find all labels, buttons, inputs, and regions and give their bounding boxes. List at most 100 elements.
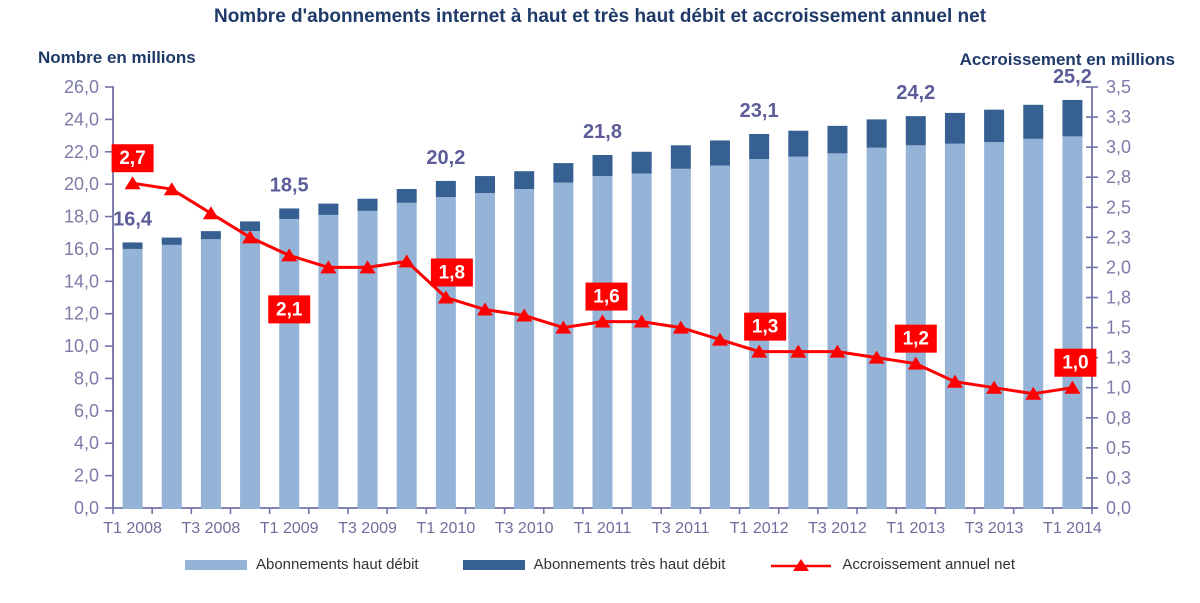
right-axis-title: Accroissement en millions — [959, 50, 1175, 69]
left-axis-tick-label: 4,0 — [74, 433, 99, 453]
right-axis-tick-label: 3,3 — [1106, 107, 1131, 127]
x-axis-tick-label: T3 2011 — [652, 520, 710, 537]
accroissement-marker — [751, 344, 768, 358]
x-axis-tick-label: T1 2010 — [417, 520, 476, 537]
bar-abonnements-tres-haut-debit — [670, 145, 691, 169]
legend-swatch-haut-debit — [184, 559, 247, 570]
bar-abonnements-haut-debit — [396, 202, 417, 509]
left-axis-tick-label: 0,0 — [74, 498, 99, 518]
bar-abonnements-haut-debit — [318, 214, 339, 509]
bar-abonnements-tres-haut-debit — [592, 155, 613, 177]
accroissement-marker — [829, 344, 846, 358]
line-value-label: 1,2 — [903, 329, 929, 350]
bar-abonnements-tres-haut-debit — [944, 112, 965, 144]
line-value-label-box — [1054, 348, 1097, 377]
legend-item-accroissement: Accroissement annuel net — [769, 556, 1015, 573]
chart-title: Nombre d'abonnements internet à haut et … — [213, 6, 987, 27]
accroissement-marker — [516, 308, 533, 322]
bar-abonnements-tres-haut-debit — [396, 189, 417, 203]
bar-abonnements-haut-debit — [1023, 138, 1044, 510]
x-axis-tick-label: T3 2013 — [965, 520, 1024, 537]
bar-abonnements-haut-debit — [592, 176, 613, 510]
bar-total-label: 20,2 — [426, 147, 465, 169]
legend-swatch-tres-haut-debit — [462, 559, 525, 570]
x-axis-tick-label: T1 2009 — [260, 520, 319, 537]
line-value-label: 1,8 — [439, 263, 465, 284]
left-axis-title: Nombre en millions — [38, 48, 196, 67]
bar-abonnements-tres-haut-debit — [1062, 99, 1083, 137]
left-axis-tick-label: 22,0 — [64, 142, 99, 162]
line-value-label-box — [430, 258, 473, 287]
legend-label-accroissement: Accroissement annuel net — [842, 556, 1016, 573]
bar-abonnements-tres-haut-debit — [475, 176, 496, 194]
x-axis-tick-label: T1 2011 — [574, 520, 632, 537]
bar-total-label: 24,2 — [896, 82, 935, 104]
bar-abonnements-haut-debit — [514, 189, 535, 509]
bar-abonnements-haut-debit — [161, 244, 182, 509]
bar-abonnements-haut-debit — [553, 182, 574, 510]
line-value-label: 1,6 — [593, 287, 619, 308]
bar-abonnements-haut-debit — [240, 231, 261, 509]
bar-abonnements-tres-haut-debit — [240, 221, 261, 232]
accroissement-marker — [1064, 380, 1081, 394]
accroissement-marker — [437, 290, 454, 304]
left-axis-tick-label: 12,0 — [64, 304, 99, 324]
line-value-label-box — [111, 144, 154, 173]
accroissement-marker — [907, 356, 924, 370]
x-axis-tick-label: T1 2013 — [886, 520, 945, 537]
x-axis-tick-label: T1 2012 — [730, 520, 789, 537]
line-value-label: 2,7 — [119, 148, 145, 169]
accroissement-marker — [124, 176, 141, 190]
left-axis-tick-label: 14,0 — [64, 271, 99, 291]
x-axis-tick-label: T3 2012 — [808, 520, 867, 537]
bar-abonnements-tres-haut-debit — [122, 242, 143, 249]
x-axis-tick-label: T3 2009 — [338, 520, 397, 537]
bar-abonnements-tres-haut-debit — [905, 116, 926, 146]
bar-abonnements-haut-debit — [944, 143, 965, 509]
line-value-label-box — [268, 295, 311, 324]
legend-line-marker-icon — [771, 558, 832, 571]
legend-item-tres-haut-debit: Abonnements très haut débit — [462, 556, 726, 573]
accroissement-marker — [986, 380, 1003, 394]
bar-abonnements-haut-debit — [984, 142, 1005, 510]
bar-total-label: 21,8 — [583, 121, 622, 143]
bar-abonnements-tres-haut-debit — [279, 208, 300, 219]
bar-abonnements-tres-haut-debit — [161, 237, 182, 245]
accroissement-marker — [672, 320, 689, 334]
legend-label-tres-haut-debit: Abonnements très haut débit — [533, 556, 726, 573]
left-axis-tick-label: 6,0 — [74, 401, 99, 421]
bar-abonnements-haut-debit — [631, 173, 652, 509]
left-axis-tick-label: 26,0 — [64, 77, 99, 97]
right-axis-tick-label: 0,5 — [1106, 438, 1131, 458]
x-axis-tick-label: T1 2008 — [103, 520, 162, 537]
bar-abonnements-haut-debit — [827, 153, 848, 509]
bar-abonnements-tres-haut-debit — [984, 109, 1005, 143]
accroissement-marker — [790, 344, 807, 358]
x-axis-tick-label: T3 2010 — [495, 520, 554, 537]
accroissement-marker — [946, 374, 963, 388]
bar-abonnements-haut-debit — [122, 248, 143, 509]
accroissement-marker — [555, 320, 572, 334]
right-axis-tick-label: 0,3 — [1106, 468, 1131, 488]
bar-abonnements-haut-debit — [200, 239, 221, 509]
right-axis-tick-label: 0,0 — [1106, 498, 1131, 518]
bar-abonnements-tres-haut-debit — [553, 163, 574, 183]
left-axis-tick-label: 8,0 — [74, 368, 99, 388]
right-axis-tick-label: 2,5 — [1106, 197, 1131, 217]
bar-abonnements-haut-debit — [475, 193, 496, 509]
bar-abonnements-haut-debit — [670, 168, 691, 509]
bar-abonnements-tres-haut-debit — [435, 180, 456, 198]
bar-abonnements-tres-haut-debit — [631, 151, 652, 174]
accroissement-marker — [202, 206, 219, 220]
accroissement-marker — [711, 332, 728, 346]
bar-abonnements-tres-haut-debit — [827, 125, 848, 154]
bar-total-label: 18,5 — [270, 174, 309, 196]
x-axis-tick-label: T3 2008 — [182, 520, 241, 537]
bar-abonnements-tres-haut-debit — [200, 231, 221, 240]
line-value-label-box — [894, 324, 937, 353]
right-axis-tick-label: 1,5 — [1106, 318, 1131, 338]
accroissement-marker — [359, 260, 376, 274]
accroissement-marker — [477, 302, 494, 316]
